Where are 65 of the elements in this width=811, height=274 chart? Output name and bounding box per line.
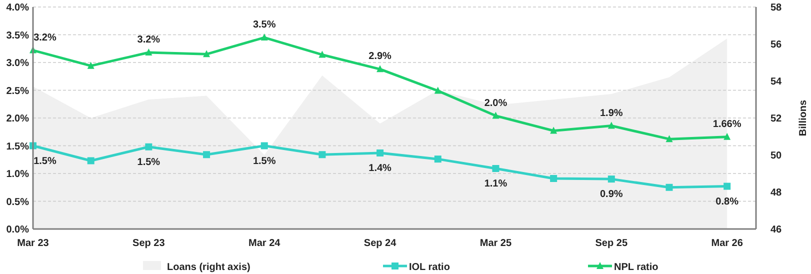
x-tick-label: Mar 23: [17, 238, 50, 249]
data-label: 1.9%: [600, 108, 623, 119]
point: [145, 143, 152, 150]
legend-label: NPL ratio: [614, 262, 658, 273]
y-tick-label: 1.0%: [6, 169, 30, 180]
x-tick-label: Sep 24: [364, 238, 397, 249]
data-label: 1.4%: [368, 162, 392, 174]
legend-label: Loans (right axis): [167, 262, 250, 273]
point: [492, 112, 500, 119]
x-tick-label: Sep 25: [595, 238, 628, 249]
y2-tick-label: 54: [770, 76, 782, 88]
x-tick-label: Mar 25: [480, 238, 512, 249]
y2-tick-label: 58: [770, 2, 782, 14]
point: [87, 62, 94, 69]
data-label: 0.9%: [600, 189, 623, 200]
x-tick-label: Mar 26: [711, 238, 744, 249]
y2-tick-label: 56: [770, 40, 782, 50]
data-label: 2.9%: [368, 51, 392, 62]
y2-tick-label: 50: [770, 150, 782, 162]
point: [318, 50, 326, 58]
point: [550, 174, 558, 182]
point: [434, 86, 442, 94]
y2-tick-label: 48: [770, 188, 782, 198]
x-tick-label: Sep 23: [132, 238, 166, 249]
point: [550, 126, 558, 134]
data-label: 1.5%: [252, 156, 276, 167]
data-label: 3.2%: [137, 34, 160, 46]
data-label: 1.5%: [137, 156, 160, 168]
x-tick-label: Mar 24: [248, 238, 281, 249]
point: [203, 151, 210, 158]
point: [145, 48, 152, 56]
data-label: 2.0%: [484, 98, 508, 109]
y-tick-label: 2.0%: [6, 114, 30, 124]
point: [260, 142, 268, 150]
y-tick-label: 1.5%: [6, 141, 30, 152]
y2-tick-label: 46: [770, 224, 782, 236]
data-label: 0.8%: [716, 196, 739, 208]
point: [608, 176, 615, 183]
point: [376, 149, 384, 156]
point: [724, 182, 731, 190]
point: [376, 65, 384, 72]
data-label: 1.66%: [712, 118, 742, 130]
point: [666, 184, 673, 191]
data-label: 1.5%: [34, 156, 57, 167]
point: [260, 34, 268, 41]
point: [318, 151, 326, 158]
y2-axis-title: Billions: [798, 100, 809, 136]
y-tick-label: 3.0%: [6, 58, 30, 69]
y-tick-label: 0.0%: [6, 224, 30, 236]
point: [87, 157, 94, 164]
y-tick-label: 3.5%: [6, 30, 30, 42]
point: [492, 165, 500, 172]
point: [724, 132, 731, 140]
point: [608, 122, 615, 129]
point: [666, 135, 673, 142]
data-label: 1.1%: [484, 178, 508, 190]
y-tick-label: 2.5%: [6, 86, 30, 97]
data-label: 3.5%: [252, 20, 276, 31]
point: [434, 156, 442, 163]
y2-tick-label: 52: [770, 114, 782, 124]
y-tick-label: 0.5%: [6, 196, 30, 208]
data-label: 3.2%: [34, 32, 57, 44]
point: [203, 50, 210, 58]
y-tick-label: 4.0%: [6, 2, 30, 14]
legend-label: IOL ratio: [409, 262, 450, 273]
